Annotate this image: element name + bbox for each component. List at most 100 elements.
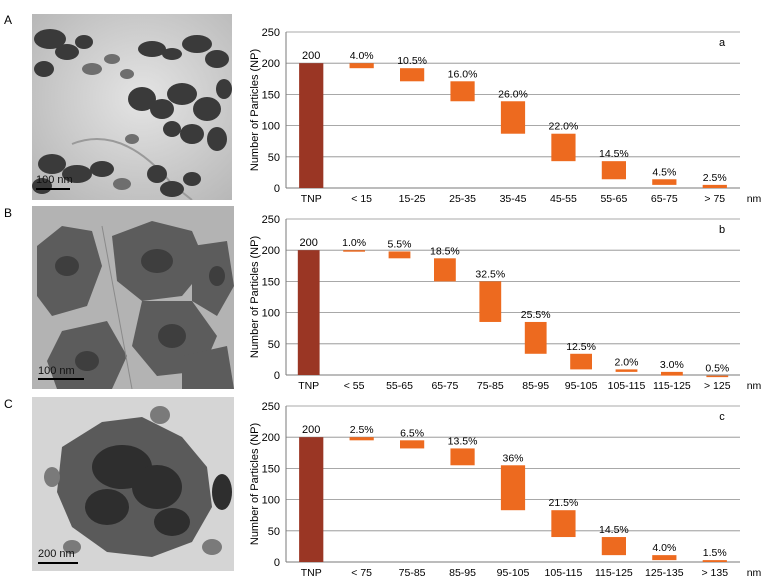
y-tick-label: 100: [262, 308, 280, 320]
total-bar-label: 200: [302, 50, 320, 62]
waterfall-bar: [349, 63, 374, 69]
x-tick-label: 95-105: [497, 567, 530, 579]
x-tick-label: 45-55: [550, 193, 577, 205]
y-tick-label: 250: [262, 401, 280, 413]
panel-letter-c: C: [4, 397, 13, 411]
y-tick-label: 0: [274, 183, 280, 195]
x-tick-label: 55-65: [600, 193, 627, 205]
tem-particles-b: [32, 206, 234, 389]
percent-label: 4.0%: [652, 542, 676, 554]
percent-label: 2.5%: [703, 172, 727, 184]
waterfall-bar: [601, 537, 626, 556]
x-tick-label: 115-125: [595, 567, 633, 579]
waterfall-bar: [661, 371, 683, 376]
scale-bar-b: [38, 378, 84, 380]
x-tick-label: > 135: [701, 567, 728, 579]
percent-label: 16.0%: [448, 68, 478, 80]
percent-label: 2.0%: [615, 356, 639, 368]
waterfall-bar: [702, 560, 727, 562]
x-tick-label: 115-125: [653, 380, 691, 392]
percent-label: 3.0%: [660, 359, 684, 371]
chart-c: 0 50 100 150 200 250 Number of Particles (NP) 2…: [240, 392, 773, 579]
y-tick-label: 150: [262, 89, 280, 101]
y-tick-label: 50: [268, 339, 280, 351]
percent-label: 21.5%: [549, 497, 579, 509]
x-tick-label: 65-75: [431, 380, 458, 392]
waterfall-bar: [702, 184, 727, 188]
panel-tag: b: [719, 224, 725, 236]
x-unit-label: nm: [747, 567, 762, 579]
percent-label: 4.5%: [652, 166, 676, 178]
y-tick-label: 150: [262, 463, 280, 475]
waterfall-bar: [551, 510, 576, 538]
x-tick-label: TNP: [298, 380, 319, 392]
tem-image-c: 200 nm: [32, 397, 234, 571]
waterfall-bar: [524, 321, 547, 354]
percent-label: 1.5%: [703, 547, 727, 559]
percent-label: 4.0%: [350, 50, 374, 62]
x-unit-label: nm: [747, 193, 762, 205]
x-tick-label: 95-105: [565, 380, 598, 392]
y-tick-label: 0: [274, 370, 280, 382]
percent-label: 2.5%: [350, 424, 374, 436]
x-tick-label: 25-35: [449, 193, 476, 205]
tem-image-b: 100 nm: [32, 206, 234, 389]
y-axis-label: Number of Particles (NP): [249, 49, 261, 171]
waterfall-bar: [706, 375, 729, 378]
x-tick-label: < 55: [344, 380, 365, 392]
x-unit-label: nm: [747, 380, 762, 392]
percent-label: 26.0%: [498, 88, 528, 100]
waterfall-bar: [349, 437, 374, 441]
y-tick-label: 200: [262, 432, 280, 444]
x-tick-label: 55-65: [386, 380, 413, 392]
x-tick-label: 65-75: [651, 193, 678, 205]
waterfall-bar: [570, 353, 592, 370]
percent-label: 18.5%: [430, 245, 460, 257]
waterfall-bar: [652, 179, 677, 185]
y-tick-label: 250: [262, 27, 280, 39]
x-tick-label: 125-135: [645, 567, 684, 579]
waterfall-bar: [551, 133, 576, 162]
total-bar: [297, 250, 320, 375]
x-tick-label: < 15: [351, 193, 372, 205]
percent-label: 0.5%: [705, 363, 729, 375]
percent-label: 5.5%: [388, 238, 412, 250]
y-tick-label: 0: [274, 557, 280, 569]
waterfall-bar: [500, 101, 526, 134]
waterfall-bar: [400, 68, 425, 82]
percent-label: 22.0%: [549, 121, 579, 133]
y-tick-label: 100: [262, 495, 280, 507]
x-tick-label: > 125: [704, 380, 731, 392]
y-tick-label: 50: [268, 526, 280, 538]
x-tick-label: 105-115: [608, 380, 646, 392]
y-axis-label: Number of Particles (NP): [249, 236, 261, 358]
x-tick-label: 35-45: [500, 193, 527, 205]
waterfall-bar: [479, 281, 502, 322]
y-tick-label: 250: [262, 214, 280, 226]
waterfall-bar: [400, 440, 425, 449]
percent-label: 14.5%: [599, 148, 629, 160]
percent-label: 13.5%: [448, 435, 478, 447]
y-axis-label: Number of Particles (NP): [249, 423, 261, 545]
chart-b: 0 50 100 150 200 250 Number of Particles (NP) 2…: [240, 205, 773, 392]
waterfall-bar: [601, 161, 626, 180]
percent-label: 6.5%: [400, 427, 424, 439]
total-bar-label: 200: [302, 424, 320, 436]
total-bar-label: 200: [300, 237, 318, 249]
tem-image-a: 100 nm: [32, 14, 232, 200]
total-bar: [299, 437, 324, 562]
waterfall-bar: [434, 258, 456, 282]
panel-tag: c: [719, 411, 725, 423]
panel-letter-a: A: [4, 13, 13, 27]
waterfall-bar: [615, 369, 638, 372]
waterfall-bar: [500, 465, 526, 511]
y-tick-label: 200: [262, 245, 280, 257]
x-tick-label: TNP: [301, 193, 322, 205]
percent-label: 10.5%: [397, 55, 427, 67]
x-tick-label: 75-85: [477, 380, 504, 392]
scale-label-c: 200 nm: [38, 548, 75, 560]
chart-a: 0 50 100 150 200 250 Number of Particles (NP) 2…: [240, 18, 773, 205]
tem-particles-c: [32, 397, 234, 571]
